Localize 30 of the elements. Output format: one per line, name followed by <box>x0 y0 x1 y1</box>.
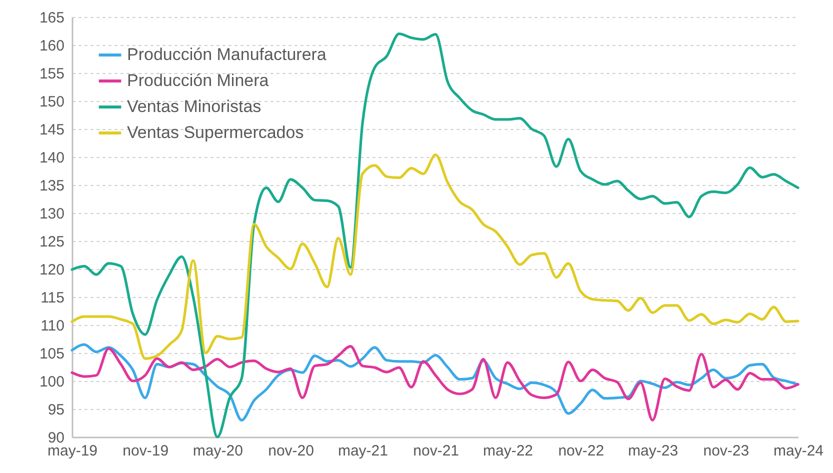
x-tick-label: may-22 <box>483 442 534 460</box>
line-series <box>70 153 800 360</box>
x-tick-label: may-20 <box>192 442 243 460</box>
y-tick-label: 115 <box>40 290 64 306</box>
y-tick-label: 120 <box>39 262 64 278</box>
legend-label: Producción Minera <box>127 71 270 90</box>
y-tick-label: 135 <box>39 178 64 194</box>
y-tick-label: 95 <box>48 402 64 418</box>
x-tick-label: nov-19 <box>122 442 169 460</box>
x-tick-label: nov-22 <box>558 442 604 460</box>
x-tick-label: nov-20 <box>268 442 314 460</box>
x-tick-label: may-24 <box>773 442 824 460</box>
legend-label: Producción Manufacturera <box>127 45 327 64</box>
y-tick-label: 150 <box>39 94 64 110</box>
y-tick-label: 165 <box>39 10 64 26</box>
y-tick-label: 145 <box>39 122 64 138</box>
y-tick-label: 125 <box>39 234 64 250</box>
x-tick-label: may-21 <box>338 442 388 460</box>
legend-label: Ventas Supermercados <box>127 123 304 142</box>
x-tick-label: nov-21 <box>413 442 460 460</box>
legend-label: Ventas Minoristas <box>127 97 262 116</box>
x-tick-label: may-23 <box>628 442 678 460</box>
y-tick-label: 110 <box>40 318 64 334</box>
y-tick-label: 155 <box>39 66 64 82</box>
y-tick-label: 130 <box>39 206 64 222</box>
y-tick-label: 100 <box>39 374 64 390</box>
y-tick-label: 160 <box>39 38 64 54</box>
x-tick-label: nov-23 <box>703 442 750 460</box>
y-tick-label: 140 <box>39 150 64 166</box>
y-tick-label: 105 <box>39 346 64 362</box>
